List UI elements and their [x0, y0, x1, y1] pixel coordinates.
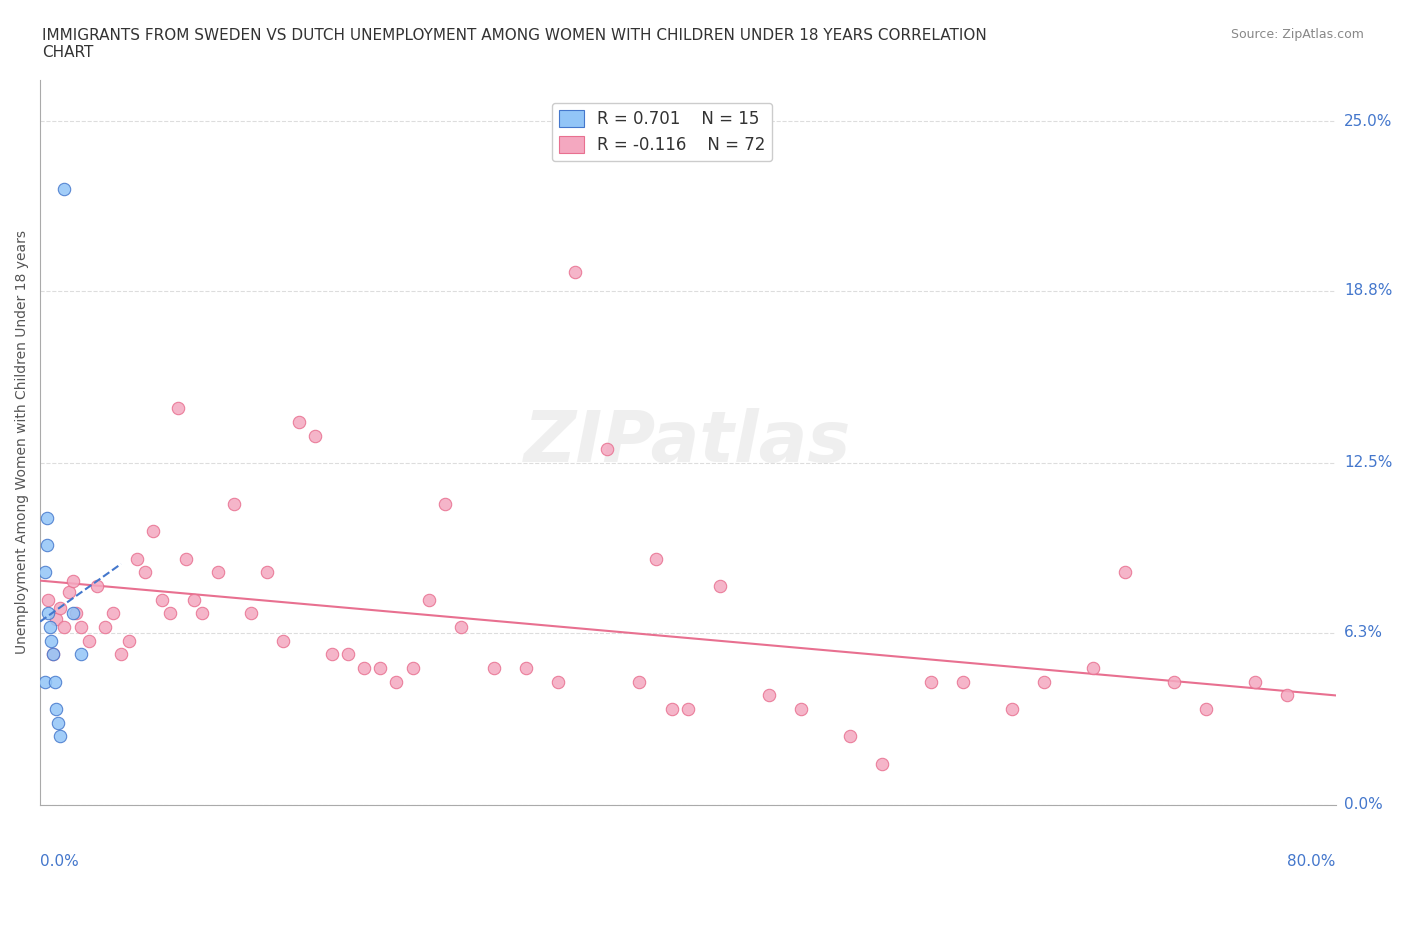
Point [183, 592, 205, 607]
Point [256, 565, 278, 579]
Point [41, 633, 63, 648]
Point [62, 606, 84, 621]
Text: 6.3%: 6.3% [1344, 625, 1384, 640]
Text: IMMIGRANTS FROM SWEDEN VS DUTCH UNEMPLOYMENT AMONG WOMEN WITH CHILDREN UNDER 18 : IMMIGRANTS FROM SWEDEN VS DUTCH UNEMPLOY… [42, 28, 987, 60]
Text: 80.0%: 80.0% [1288, 854, 1336, 870]
Point [547, 674, 569, 689]
Point [53, 619, 76, 634]
Point [150, 592, 173, 607]
Point [401, 660, 423, 675]
Point [482, 660, 505, 675]
Point [661, 702, 683, 717]
Point [288, 415, 311, 430]
Text: 18.8%: 18.8% [1344, 284, 1392, 299]
Point [644, 551, 666, 566]
Point [94, 619, 117, 634]
Point [48, 601, 70, 616]
Point [77, 633, 100, 648]
Point [159, 606, 181, 621]
Point [336, 647, 359, 662]
Point [920, 674, 942, 689]
Point [434, 497, 457, 512]
Point [952, 674, 974, 689]
Point [271, 633, 294, 648]
Point [62, 573, 84, 588]
Point [191, 606, 214, 621]
Point [368, 660, 391, 675]
Point [110, 647, 132, 662]
Point [69, 619, 91, 634]
Point [239, 606, 262, 621]
Point [37, 606, 59, 621]
Text: 0.0%: 0.0% [1344, 797, 1382, 813]
Point [42, 647, 65, 662]
Point [1195, 702, 1218, 717]
Point [118, 633, 141, 648]
Point [564, 264, 586, 279]
Point [35, 538, 58, 552]
Point [174, 551, 197, 566]
Point [450, 619, 472, 634]
Point [45, 611, 67, 626]
Point [38, 619, 60, 634]
Point [1001, 702, 1024, 717]
Point [69, 647, 91, 662]
Point [1243, 674, 1265, 689]
Point [48, 729, 70, 744]
Point [1163, 674, 1185, 689]
Point [838, 729, 860, 744]
Point [46, 715, 69, 730]
Point [45, 702, 67, 717]
Point [321, 647, 343, 662]
Point [872, 756, 894, 771]
Point [790, 702, 813, 717]
Text: 25.0%: 25.0% [1344, 113, 1392, 128]
Point [44, 674, 66, 689]
Point [35, 511, 58, 525]
Point [53, 182, 76, 197]
Text: 12.5%: 12.5% [1344, 456, 1392, 471]
Point [142, 524, 165, 538]
Point [353, 660, 375, 675]
Point [676, 702, 699, 717]
Point [1033, 674, 1056, 689]
Text: Source: ZipAtlas.com: Source: ZipAtlas.com [1230, 28, 1364, 41]
Point [58, 584, 80, 599]
Point [166, 401, 188, 416]
Text: 0.0%: 0.0% [41, 854, 79, 870]
Point [385, 674, 408, 689]
Point [86, 578, 108, 593]
Point [207, 565, 229, 579]
Point [515, 660, 537, 675]
Point [224, 497, 246, 512]
Point [34, 565, 56, 579]
Point [709, 578, 731, 593]
Y-axis label: Unemployment Among Women with Children Under 18 years: Unemployment Among Women with Children U… [15, 231, 30, 655]
Point [1277, 688, 1299, 703]
Point [1081, 660, 1104, 675]
Point [1114, 565, 1136, 579]
Point [418, 592, 440, 607]
Point [628, 674, 651, 689]
Point [758, 688, 780, 703]
Point [65, 606, 87, 621]
Point [42, 647, 65, 662]
Point [304, 428, 326, 443]
Point [127, 551, 149, 566]
Text: ZIPatlas: ZIPatlas [524, 408, 852, 477]
Legend: R = 0.701    N = 15, R = -0.116    N = 72: R = 0.701 N = 15, R = -0.116 N = 72 [553, 103, 772, 161]
Point [34, 674, 56, 689]
Point [134, 565, 156, 579]
Point [101, 606, 124, 621]
Point [37, 592, 59, 607]
Point [596, 442, 619, 457]
